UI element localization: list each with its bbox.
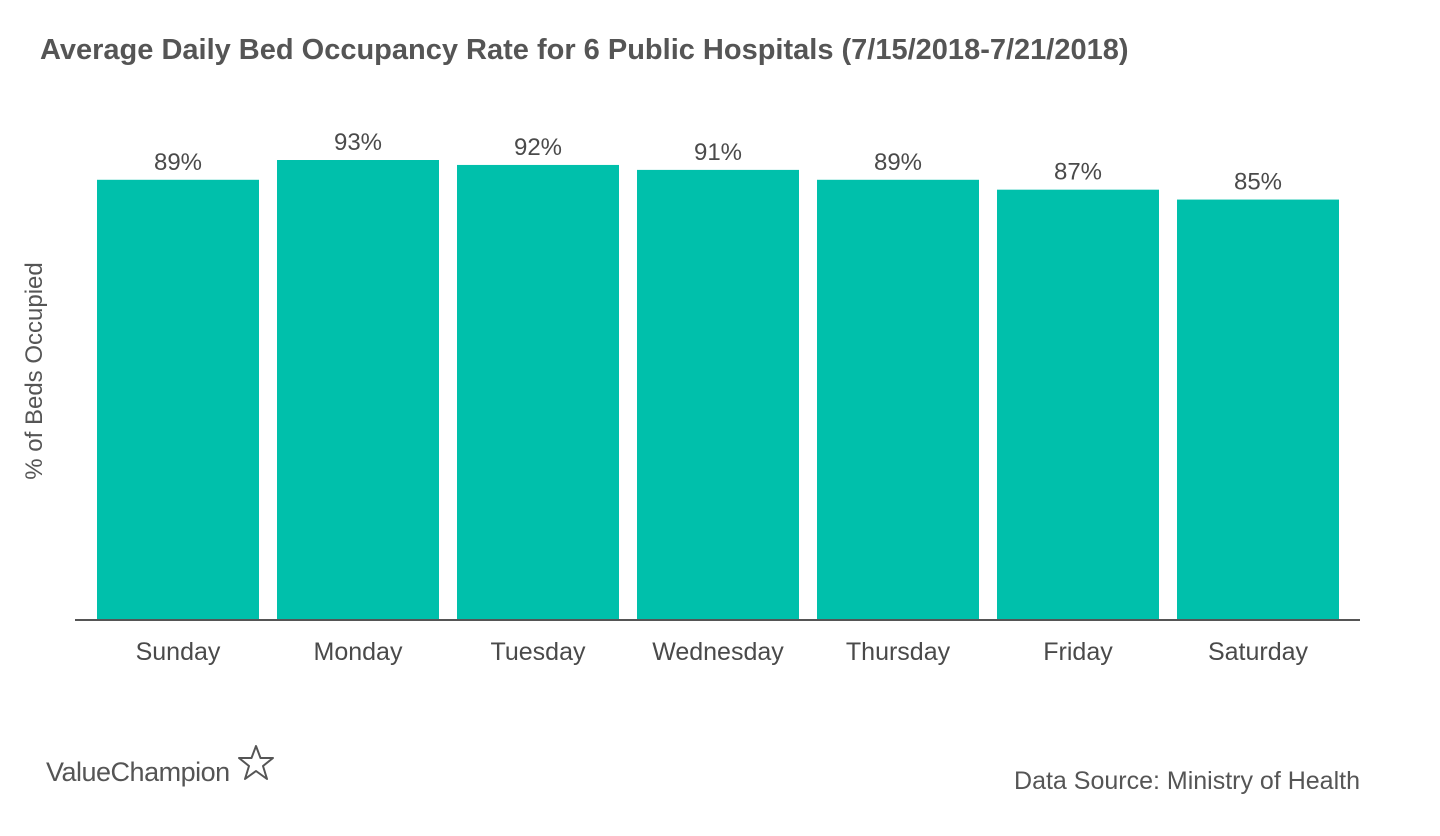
data-label-monday: 93% [334, 129, 382, 156]
star-outline-icon [236, 743, 276, 788]
bar-tuesday [457, 164, 619, 621]
x-tick-label-tuesday: Tuesday [491, 638, 586, 666]
data-label-saturday: 85% [1234, 169, 1282, 196]
bar-saturday [1177, 199, 1339, 620]
logo-text: ValueChampion [46, 756, 230, 787]
data-label-sunday: 89% [154, 149, 202, 176]
bars-group [97, 160, 1339, 621]
x-tick-label-friday: Friday [1043, 638, 1113, 666]
x-tick-label-monday: Monday [314, 638, 403, 666]
data-labels-group: 89% 93% 92% 91% 89% 87% 85% [154, 129, 1282, 196]
data-label-tuesday: 92% [514, 134, 562, 161]
x-tick-label-wednesday: Wednesday [652, 638, 784, 666]
x-tick-label-sunday: Sunday [136, 638, 221, 666]
bar-monday [277, 160, 439, 620]
data-label-friday: 87% [1054, 159, 1102, 186]
x-tick-labels-group: Sunday Monday Tuesday Wednesday Thursday Frid… [136, 638, 1309, 666]
chart-title: Average Daily Bed Occupancy Rate for 6 P… [40, 34, 1129, 66]
data-label-thursday: 89% [874, 149, 922, 176]
x-tick-label-saturday: Saturday [1208, 638, 1309, 666]
bar-wednesday [637, 169, 799, 621]
bar-thursday [817, 179, 979, 620]
bar-friday [997, 189, 1159, 620]
x-tick-label-thursday: Thursday [846, 638, 951, 666]
bar-sunday [97, 179, 259, 620]
data-source: Data Source: Ministry of Health [1014, 767, 1360, 795]
data-label-wednesday: 91% [694, 139, 742, 166]
value-champion-logo: ValueChampion [46, 742, 276, 802]
